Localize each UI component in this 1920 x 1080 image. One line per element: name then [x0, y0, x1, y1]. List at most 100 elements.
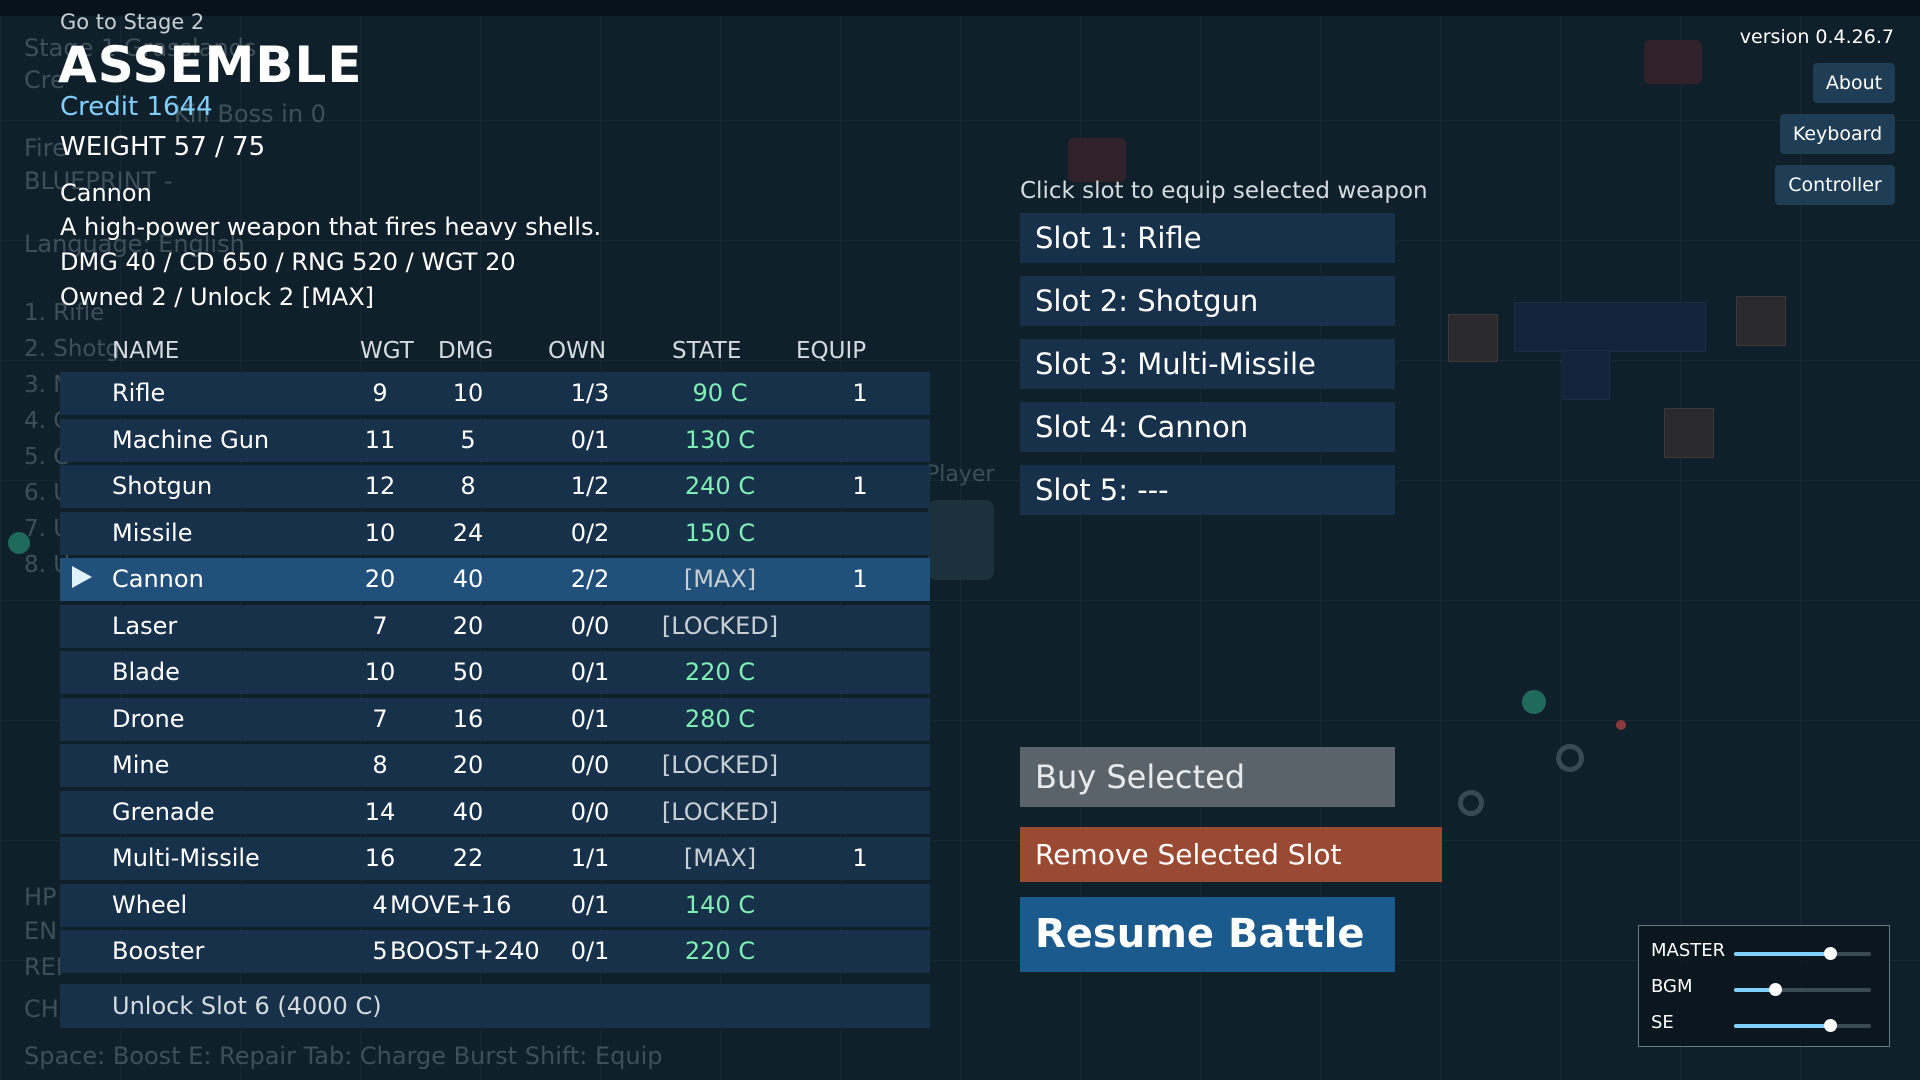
state-cell: 150 C [684, 518, 756, 547]
audio-panel: MASTER BGM SE [1638, 925, 1890, 1047]
table-row[interactable]: Booster 5 BOOST+240 0/1 220 C [60, 930, 930, 973]
state-cell: [LOCKED] [661, 797, 779, 826]
slot-3-button[interactable]: Slot 3: Multi-Missile [1020, 339, 1395, 389]
bgm-slider-knob[interactable] [1769, 983, 1783, 996]
weapon-name-cell: Mine [112, 751, 170, 779]
unlock-slot-label: Unlock Slot 6 (4000 C) [112, 992, 382, 1020]
table-header: NAME WGT DMG OWN STATE EQUIP [60, 338, 930, 372]
master-slider[interactable] [1734, 947, 1871, 960]
top-bar [0, 0, 1920, 16]
table-row[interactable]: Machine Gun 11 5 0/1 130 C [60, 418, 930, 462]
state-cell: 220 C [684, 658, 756, 686]
bg-hp: HP [24, 883, 57, 911]
damage-cell: 5 [460, 425, 476, 454]
table-row[interactable]: Shotgun 12 8 1/2 240 C 1 [60, 465, 930, 508]
column-header-state: STATE [672, 338, 742, 364]
credit-display: Credit 1644 [60, 92, 213, 122]
weight-cell: 5 [372, 937, 388, 965]
owned-cell: 0/0 [570, 797, 610, 826]
damage-cell: MOVE+16 [390, 890, 512, 919]
owned-cell: 0/1 [570, 658, 610, 686]
state-cell: [MAX] [683, 565, 757, 593]
damage-cell: BOOST+240 [390, 937, 540, 965]
table-row[interactable]: Cannon 20 40 2/2 [MAX] 1 [60, 558, 930, 601]
bg-ch: CH [24, 995, 59, 1023]
weight-cell: 9 [372, 379, 388, 407]
weight-cell: 7 [372, 704, 388, 733]
bg-tile [1562, 350, 1610, 400]
bg-kill-line: Kill Boss in 0 [174, 100, 326, 128]
bg-tile [1736, 296, 1786, 346]
table-row[interactable]: Drone 7 16 0/1 280 C [60, 697, 930, 741]
bg-controls: Space: Boost E: Repair Tab: Charge Burst… [24, 1042, 663, 1070]
bgm-slider[interactable] [1734, 983, 1871, 996]
about-button[interactable]: About [1813, 63, 1895, 103]
state-cell: 90 C [692, 379, 748, 407]
slot-5-button[interactable]: Slot 5: --- [1020, 465, 1395, 515]
weapon-name-cell: Machine Gun [112, 425, 270, 454]
weight-cell: 16 [364, 844, 396, 872]
state-cell: [MAX] [683, 844, 757, 872]
weapon-name-cell: Laser [112, 611, 178, 640]
damage-cell: 22 [452, 844, 484, 872]
state-cell: 280 C [684, 704, 756, 733]
bg-fire-line: Fire [24, 134, 67, 162]
bg-credit-line: Cre [24, 66, 65, 94]
damage-cell: 40 [452, 797, 484, 826]
buy-selected-button[interactable]: Buy Selected [1020, 747, 1395, 807]
state-cell: 140 C [684, 890, 756, 919]
owned-cell: 1/2 [570, 472, 610, 500]
bg-tile [1514, 302, 1706, 352]
slot-4-button[interactable]: Slot 4: Cannon [1020, 402, 1395, 452]
table-row[interactable]: Wheel 4 MOVE+16 0/1 140 C [60, 883, 930, 927]
se-slider[interactable] [1734, 1019, 1871, 1032]
damage-cell: 10 [452, 379, 484, 407]
state-cell: [LOCKED] [661, 611, 779, 640]
master-slider-knob[interactable] [1823, 947, 1837, 960]
damage-cell: 8 [460, 472, 476, 500]
table-row[interactable]: Rifle 9 10 1/3 90 C 1 [60, 372, 930, 415]
master-label: MASTER [1651, 940, 1726, 961]
state-cell: 220 C [684, 937, 756, 965]
keyboard-button[interactable]: Keyboard [1780, 114, 1895, 154]
weight-cell: 12 [364, 472, 396, 500]
bg-orb [8, 532, 30, 554]
resume-battle-button[interactable]: Resume Battle [1020, 897, 1395, 972]
se-slider-knob[interactable] [1823, 1019, 1837, 1032]
goto-stage-button[interactable]: Go to Stage 2 [60, 10, 205, 34]
weight-cell: 10 [364, 518, 396, 547]
weapon-owned: Owned 2 / Unlock 2 [MAX] [60, 283, 375, 311]
selection-arrow-icon [72, 566, 92, 588]
bg-player-label: Player [926, 462, 995, 487]
owned-cell: 0/1 [570, 937, 610, 965]
weight-cell: 10 [364, 658, 396, 686]
weapon-name-cell: Missile [112, 518, 193, 547]
column-header-dmg: DMG [438, 338, 494, 364]
player-mech-icon [928, 500, 994, 580]
weapon-name: Cannon [60, 179, 152, 207]
table-row[interactable]: Missile 10 24 0/2 150 C [60, 511, 930, 555]
unlock-slot-button[interactable]: Unlock Slot 6 (4000 C) [60, 984, 930, 1028]
slot-2-button[interactable]: Slot 2: Shotgun [1020, 276, 1395, 326]
remove-slot-weapon-button[interactable]: Remove Selected Slot Weapon [1020, 827, 1442, 926]
controller-button[interactable]: Controller [1775, 165, 1895, 205]
weapon-name-cell: Grenade [112, 797, 215, 826]
table-row[interactable]: Laser 7 20 0/0 [LOCKED] [60, 604, 930, 648]
table-row[interactable]: Grenade 14 40 0/0 [LOCKED] [60, 790, 930, 834]
damage-cell: 20 [452, 611, 484, 640]
enemy-robot-icon [1068, 138, 1126, 182]
bg-list-item: 2. Shotg [24, 336, 121, 362]
slot-hint: Click slot to equip selected weapon [1020, 178, 1428, 204]
damage-cell: 50 [452, 658, 484, 686]
damage-cell: 20 [452, 751, 484, 779]
bg-language: Language: English [24, 230, 245, 258]
table-row[interactable]: Blade 10 50 0/1 220 C [60, 651, 930, 694]
table-row[interactable]: Multi-Missile 16 22 1/1 [MAX] 1 [60, 837, 930, 880]
bgm-label: BGM [1651, 976, 1693, 997]
owned-cell: 2/2 [570, 565, 610, 593]
owned-cell: 0/0 [570, 611, 610, 640]
slot-1-button[interactable]: Slot 1: Rifle [1020, 213, 1395, 263]
bg-orb [1616, 720, 1626, 730]
table-row[interactable]: Mine 8 20 0/0 [LOCKED] [60, 744, 930, 787]
weapon-name-cell: Wheel [112, 890, 188, 919]
